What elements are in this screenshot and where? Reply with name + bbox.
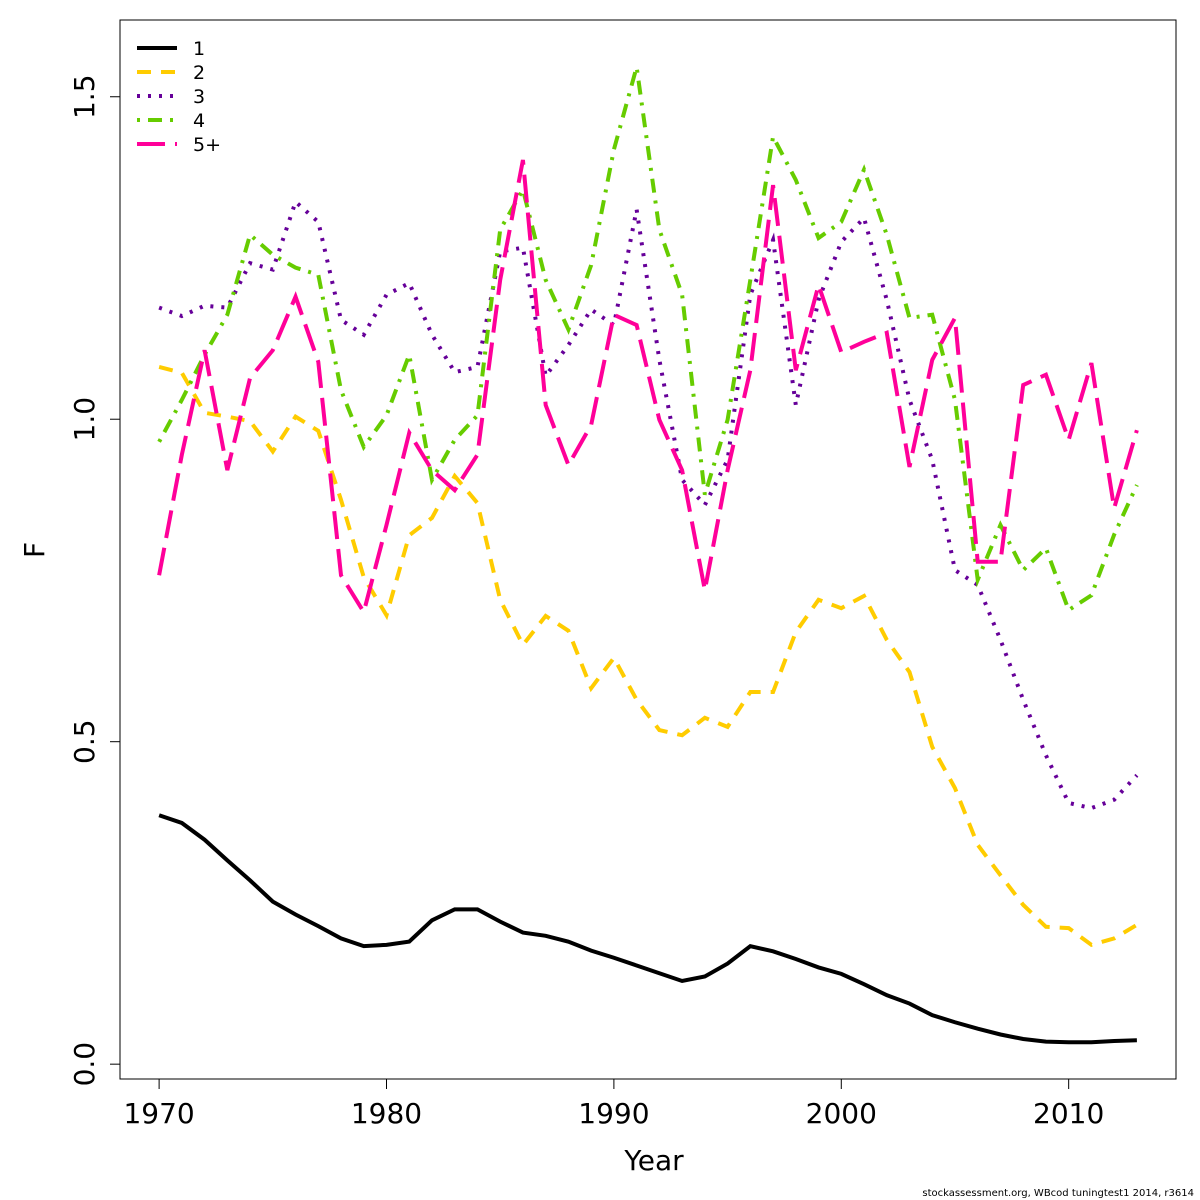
x-tick-label: 1990 (578, 1097, 649, 1130)
series-line (157, 159, 1139, 618)
plot-frame (119, 19, 1177, 1080)
y-tick-label: 0.5 (68, 719, 101, 764)
y-tick-label: 1.5 (68, 74, 101, 119)
series-line (158, 198, 1139, 811)
x-axis-label: Year (623, 1144, 684, 1177)
y-axis-label: F (18, 542, 51, 558)
y-tick-label: 0.0 (68, 1042, 101, 1087)
series-line (157, 66, 1139, 614)
legend-label: 5+ (193, 134, 221, 156)
legend-label: 4 (193, 110, 205, 132)
footnote: stockassessment.org, WBcod tuningtest1 2… (922, 1188, 1194, 1199)
x-tick-label: 1980 (351, 1097, 422, 1130)
x-tick-label: 1970 (123, 1097, 194, 1130)
series-line (158, 813, 1137, 1045)
x-tick-label: 2000 (806, 1097, 877, 1130)
legend-label: 3 (193, 86, 205, 108)
series-line (158, 365, 1138, 948)
x-tick-label: 2010 (1033, 1097, 1104, 1130)
y-tick-label: 1.0 (68, 397, 101, 442)
legend-label: 1 (193, 38, 205, 60)
legend-label: 2 (193, 62, 205, 84)
